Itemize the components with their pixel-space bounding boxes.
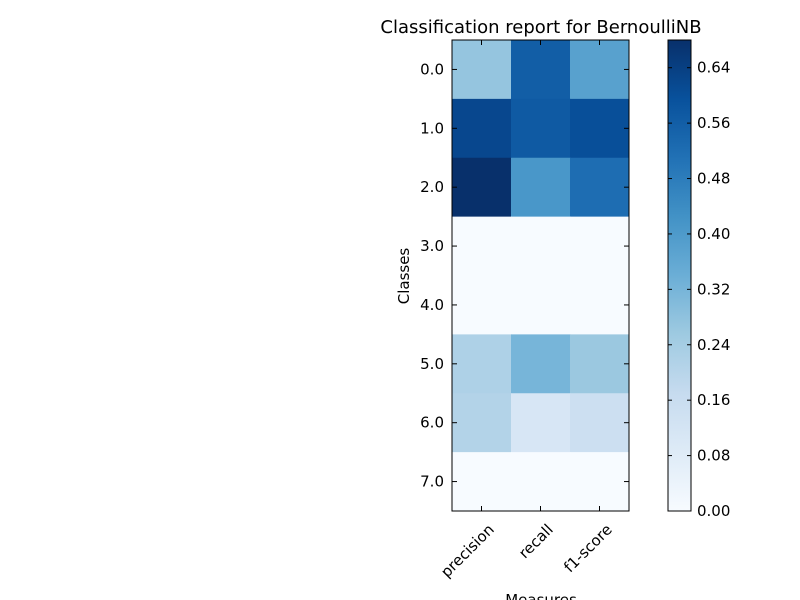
colorbar-tick-label: 0.64 xyxy=(697,59,730,77)
x-tick-label: f1-score xyxy=(560,521,616,577)
y-tick-label: 3.0 xyxy=(420,237,444,255)
x-axis-label: Measures xyxy=(505,591,577,600)
heatmap-cell xyxy=(452,334,512,394)
y-tick-label: 2.0 xyxy=(420,178,444,196)
heatmap-cell xyxy=(570,393,630,453)
chart-title: Classification report for BernoulliNB xyxy=(380,17,701,38)
heatmap-cell xyxy=(570,275,630,335)
y-axis-label: Classes xyxy=(395,248,413,305)
heatmap-cell xyxy=(452,98,512,159)
heatmap-cell xyxy=(511,452,571,512)
colorbar: 0.00 0.08 0.16 0.24 0.32 0.40 0.48 0.56 0.64 xyxy=(667,39,730,520)
heatmap-cell xyxy=(570,157,630,218)
heatmap-cell xyxy=(452,216,512,276)
colorbar-tick-label: 0.48 xyxy=(697,170,730,188)
heatmap-cell xyxy=(452,393,512,453)
heatmap-cell xyxy=(511,393,571,453)
heatmap-cell xyxy=(570,216,630,276)
colorbar-tick-label: 0.00 xyxy=(697,502,730,520)
heatmap-cell xyxy=(570,452,630,512)
colorbar-tick-label: 0.56 xyxy=(697,114,730,132)
y-tick-label: 7.0 xyxy=(420,473,444,491)
heatmap-cell xyxy=(511,216,571,276)
heatmap-cells xyxy=(452,40,630,512)
y-tick-label: 6.0 xyxy=(420,414,444,432)
colorbar-tick-label: 0.40 xyxy=(697,225,730,243)
colorbar-tick-label: 0.16 xyxy=(697,391,730,409)
x-tick-label: precision xyxy=(437,521,498,582)
heatmap-cell xyxy=(452,275,512,335)
x-tick-label: recall xyxy=(515,521,557,563)
y-axis: 0.0 1.0 2.0 3.0 4.0 5.0 6.0 7.0 xyxy=(420,60,629,491)
colorbar-gradient xyxy=(667,39,692,512)
colorbar-tick-label: 0.08 xyxy=(697,447,730,465)
heatmap-cell xyxy=(511,98,571,159)
heatmap-cell xyxy=(570,98,630,159)
heatmap-cell xyxy=(452,157,512,218)
heatmap-cell xyxy=(511,275,571,335)
colorbar-tick-label: 0.32 xyxy=(697,280,730,298)
colorbar-tick-label: 0.24 xyxy=(697,336,730,354)
heatmap-cell xyxy=(452,452,512,512)
heatmap-cell xyxy=(511,157,571,218)
y-tick-label: 4.0 xyxy=(420,296,444,314)
heatmap-cell xyxy=(452,40,512,100)
y-tick-label: 5.0 xyxy=(420,355,444,373)
y-tick-label: 0.0 xyxy=(420,60,444,78)
y-tick-label: 1.0 xyxy=(420,119,444,137)
heatmap-cell xyxy=(570,40,630,100)
heatmap-cell xyxy=(511,40,571,100)
heatmap-cell xyxy=(511,334,571,394)
heatmap-cell xyxy=(570,334,630,394)
